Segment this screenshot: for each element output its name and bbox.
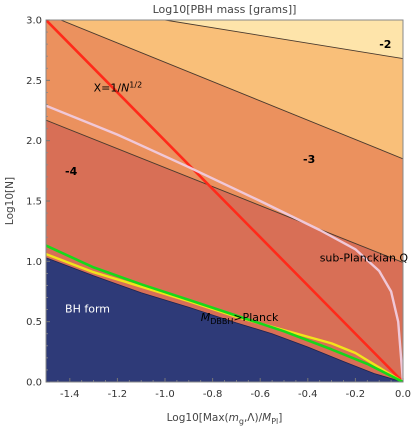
y-tick-label: 2.0 (26, 136, 42, 147)
series-line-4 (46, 244, 403, 382)
contour-lines (46, 20, 403, 382)
y-tick-label: 2.5 (26, 76, 42, 87)
y-tick-label: 1.0 (26, 257, 42, 268)
bh-form-boundary (46, 257, 403, 382)
series-line-2 (46, 104, 403, 382)
x-tick-label: -0.2 (346, 389, 366, 400)
chart-title: Log10[PBH mass [grams]] (153, 3, 297, 16)
y-tick-label: 1.5 (26, 197, 42, 208)
x-tick-label: 0.0 (395, 389, 411, 400)
x-tick-label: -1.4 (60, 389, 80, 400)
contour-line-2 (59, 20, 403, 160)
x-tick-label: -1.2 (108, 389, 128, 400)
x-tick-label: -0.8 (203, 389, 223, 400)
x-axis: -1.4 -1.2 -1.0 -0.8 -0.6 -0.4 -0.2 0.0 (45, 378, 411, 400)
x-axis-title: Log10[Max(mg,Λ)/MPl] (167, 412, 283, 426)
annotation-3: MDBBH>Planck (201, 311, 279, 326)
x-tick-label: -1.0 (155, 389, 175, 400)
y-tick-label: 0.0 (26, 378, 42, 389)
annotation-2: sub-Planckian Q (320, 252, 409, 265)
x-tick-label: -0.6 (250, 389, 270, 400)
contour-line-1 (46, 119, 403, 263)
region-bh-form (46, 257, 403, 382)
y-tick-label: 3.0 (26, 16, 42, 27)
series-lines (46, 20, 403, 382)
contour-label-1: -4 (65, 165, 78, 178)
contour-line-3 (164, 20, 403, 60)
contour-label-3: -2 (379, 38, 391, 51)
series-line-1 (46, 20, 403, 382)
chart-annotations: -4 -3 -2 X=1/N1/2 sub-Planckian Q MDBBH>Planc… (65, 38, 408, 326)
annotation-1: X=1/N1/2 (94, 81, 143, 95)
x-tick-label: -0.4 (298, 389, 318, 400)
y-axis-title: Log10[N] (4, 177, 16, 225)
y-tick-label: 0.5 (26, 317, 42, 328)
contour-label-2: -3 (303, 153, 315, 166)
annotation-4: BH form (65, 302, 110, 315)
y-axis: 0.0 0.5 1.0 1.5 2.0 2.5 3.0 (26, 16, 50, 389)
